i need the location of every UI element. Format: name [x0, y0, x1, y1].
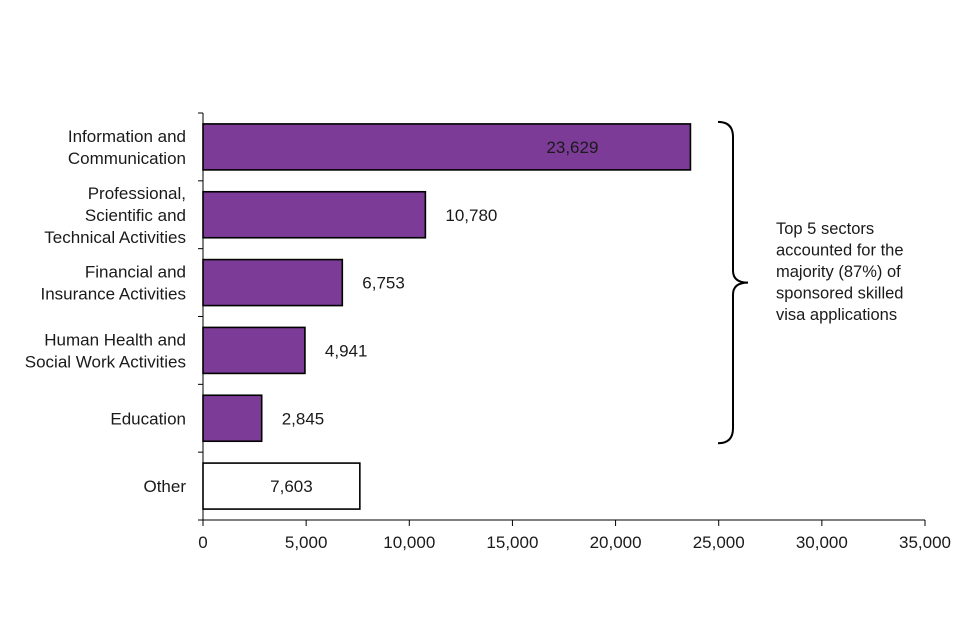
- bar-4: [202, 394, 263, 443]
- bars-layer: [202, 123, 692, 510]
- annotation-layer: Top 5 sectors accounted for the majority (…: [717, 120, 904, 445]
- x-tick-label-1: 5,000: [285, 533, 328, 552]
- data-label-0: 23,629: [546, 138, 598, 157]
- annotation-bracket: [717, 120, 749, 445]
- data-label-1: 10,780: [445, 206, 497, 225]
- x-tick-label-4: 20,000: [590, 533, 642, 552]
- data-label-2: 6,753: [362, 274, 405, 293]
- x-tick-label-5: 25,000: [693, 533, 745, 552]
- category-label-2: Financial and Insurance Activities: [40, 263, 186, 304]
- data-label-3: 4,941: [325, 341, 368, 360]
- data-label-4: 2,845: [282, 409, 325, 428]
- labels-layer: 23,629 Information and Communication 10,780…: [25, 127, 951, 552]
- category-label-3: Human Health and Social Work Activities: [25, 330, 186, 371]
- category-label-1: Professional, Scientific and Technical Act…: [44, 184, 186, 247]
- axes-layer: [198, 112, 926, 526]
- x-tick-label-3: 15,000: [486, 533, 538, 552]
- bar-2: [202, 258, 344, 307]
- bar-1: [202, 190, 427, 239]
- bar-0: [202, 123, 692, 171]
- category-label-4: Education: [110, 409, 186, 428]
- annotation-text: Top 5 sectors accounted for the majority (…: [776, 220, 904, 324]
- x-tick-label-0: 0: [198, 533, 207, 552]
- bar-5: [202, 462, 361, 510]
- x-tick-label-7: 35,000: [899, 533, 951, 552]
- x-tick-label-2: 10,000: [383, 533, 435, 552]
- data-label-5: 7,603: [270, 477, 313, 496]
- category-label-5: Other: [143, 477, 186, 496]
- x-tick-label-6: 30,000: [796, 533, 848, 552]
- category-label-0: Information and Communication: [68, 127, 186, 168]
- bar-3: [202, 326, 306, 375]
